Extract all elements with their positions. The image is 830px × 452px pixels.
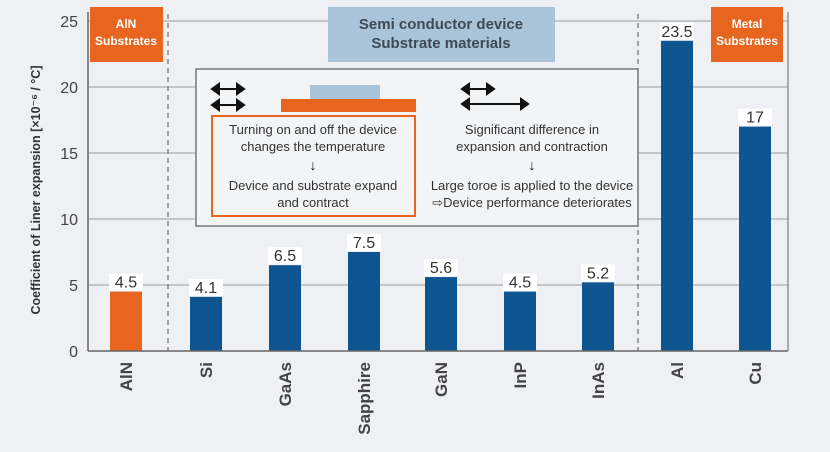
inset-panel: Turning on and off the device changes th… — [195, 68, 639, 227]
value-label: 4.5 — [115, 275, 137, 292]
category-label: AlN — [117, 362, 136, 391]
device-chip-illustration — [310, 85, 380, 99]
right-text-2: expansion and contraction — [456, 139, 608, 154]
aln-header-line1: AlN — [116, 17, 137, 31]
bar-cu — [739, 126, 771, 351]
right-text-1: Significant difference in — [465, 122, 599, 137]
y-tick-label: 25 — [60, 14, 78, 31]
value-label: 5.2 — [587, 265, 609, 282]
value-label-background — [347, 234, 381, 251]
substrate-illustration — [281, 99, 416, 112]
semiconductor-header-line2: Substrate materials — [371, 35, 510, 52]
left-text-2: changes the temperature — [241, 139, 386, 154]
aln-header-line2: Substrates — [95, 34, 157, 48]
metal-header-line1: Metal — [732, 17, 763, 31]
down-arrow-icon: ↓ — [310, 157, 317, 173]
bar-gaas — [269, 265, 301, 351]
category-label: GaN — [432, 362, 451, 397]
category-label: InP — [511, 362, 530, 388]
category-label: Si — [197, 362, 216, 378]
value-label: 23.5 — [661, 24, 692, 41]
bar-gan — [425, 277, 457, 351]
value-label-background — [189, 278, 223, 296]
y-ticks: 0 5 10 15 20 25 — [60, 14, 78, 361]
y-axis-label: Coefficient of Liner expansion [×10⁻⁶ / … — [29, 66, 43, 315]
left-text-3: Device and substrate expand — [229, 178, 397, 193]
metal-substrates-header: Metal Substrates — [711, 7, 783, 62]
bar-inas — [582, 282, 614, 351]
y-tick-label: 15 — [60, 146, 78, 163]
right-text-4: ⇨Device performance deteriorates — [432, 195, 632, 210]
value-label: 6.5 — [274, 248, 296, 265]
category-label: Al — [668, 362, 687, 379]
value-label-background — [738, 108, 772, 126]
category-label: Sapphire — [355, 362, 374, 435]
y-tick-label: 0 — [69, 344, 78, 361]
bar-inp — [504, 291, 536, 351]
category-label: GaAs — [276, 362, 295, 406]
value-label-background — [268, 247, 302, 265]
semiconductor-header-line1: Semi conductor device — [359, 16, 523, 33]
left-explanation-frame — [211, 115, 416, 217]
value-label: 17 — [746, 110, 764, 127]
value-label-background — [660, 22, 694, 40]
bar-aln — [110, 291, 142, 351]
value-label: 4.1 — [195, 280, 217, 297]
double-arrow-icon — [210, 82, 246, 112]
value-label: 7.5 — [353, 235, 375, 252]
value-labels: 4.5 4.1 6.5 7.5 5.6 4.5 5.2 23.5 17 — [109, 22, 772, 297]
bar-al — [661, 40, 693, 352]
y-tick-label: 10 — [60, 212, 78, 229]
value-label-background — [109, 273, 143, 291]
expansion-difference-icon — [460, 82, 530, 111]
bar-sapphire — [348, 252, 380, 351]
left-text-4: and contract — [277, 195, 349, 210]
category-labels: AlN Si GaAs Sapphire GaN InP InAs Al Cu — [117, 362, 765, 435]
category-label: InAs — [589, 362, 608, 399]
value-label: 5.6 — [430, 260, 452, 277]
right-text-3: Large toroe is applied to the device — [431, 178, 633, 193]
y-tick-label: 20 — [60, 80, 78, 97]
value-label: 4.5 — [509, 275, 531, 292]
left-text-1: Turning on and off the device — [229, 122, 397, 137]
y-tick-label: 5 — [69, 278, 78, 295]
semiconductor-header: Semi conductor device Substrate material… — [328, 7, 555, 62]
value-label-background — [424, 259, 458, 277]
bar-si — [190, 296, 222, 351]
category-label: Cu — [746, 362, 765, 385]
down-arrow-icon: ↓ — [529, 157, 536, 173]
bars — [110, 40, 771, 352]
value-label-background — [503, 273, 537, 291]
aln-substrates-header: AlN Substrates — [90, 7, 163, 62]
metal-header-line2: Substrates — [716, 34, 778, 48]
value-label-background — [581, 264, 615, 282]
